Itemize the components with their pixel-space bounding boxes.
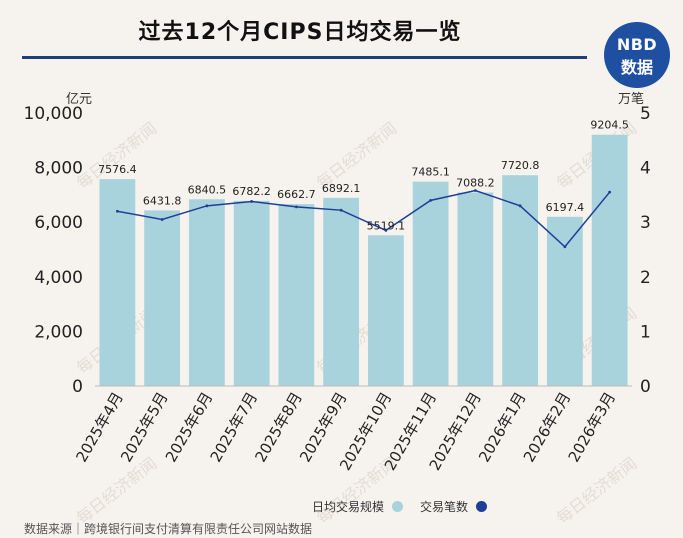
- line-point: [339, 208, 343, 212]
- bar-value-label: 6892.1: [322, 182, 361, 195]
- line-point: [518, 204, 522, 208]
- right-tick-label: 3: [640, 213, 651, 233]
- right-tick-label: 2: [640, 268, 651, 288]
- line-point: [473, 189, 477, 192]
- legend-bar-swatch: [392, 501, 404, 512]
- left-axis-unit: 亿元: [66, 92, 93, 107]
- bar-value-label: 7576.4: [98, 163, 137, 176]
- bar: [278, 204, 315, 386]
- watermark-text: 每日经济新闻: [553, 454, 640, 528]
- legend-line-label: 交易笔数: [420, 500, 469, 514]
- bar: [323, 197, 360, 386]
- right-tick-label: 1: [640, 322, 651, 342]
- left-tick-label: 6,000: [34, 213, 83, 233]
- title-underline: [22, 56, 587, 59]
- left-tick-label: 4,000: [34, 268, 83, 288]
- left-tick-label: 8,000: [34, 159, 83, 179]
- line-point: [205, 204, 209, 208]
- line-series: [115, 189, 612, 249]
- bar-value-label: 7088.2: [456, 176, 495, 189]
- legend-bar-label: 日均交易规模: [312, 500, 385, 514]
- bar-value-label: 7485.1: [411, 166, 450, 179]
- line-point: [115, 209, 119, 213]
- bar: [412, 181, 449, 386]
- right-tick-label: 4: [640, 159, 651, 179]
- bar-value-label: 6197.4: [546, 201, 585, 214]
- logo-line2: 数据: [620, 58, 653, 77]
- bar-value-label: 6431.8: [143, 194, 182, 207]
- line-point: [608, 190, 612, 194]
- line-point: [250, 200, 254, 203]
- legend-line-swatch: [476, 501, 488, 512]
- line-point: [563, 245, 567, 249]
- left-tick-label: 0: [72, 377, 83, 397]
- left-tick-label: 10,000: [24, 104, 83, 124]
- page-title: 过去12个月CIPS日均交易一览: [138, 20, 462, 45]
- bar: [233, 200, 270, 386]
- bar-value-label: 5519.1: [367, 219, 406, 232]
- line-path: [117, 189, 611, 248]
- bar: [367, 235, 404, 386]
- legend-item-line: 交易笔数: [420, 498, 488, 515]
- bar: [591, 134, 628, 386]
- bar-value-label: 9204.5: [590, 119, 629, 132]
- bar: [546, 216, 583, 386]
- right-tick-label: 0: [640, 377, 651, 397]
- right-tick-label: 5: [640, 104, 651, 124]
- line-point: [160, 218, 164, 221]
- nbd-logo: NBD 数据: [604, 22, 670, 88]
- bar-value-label: 6782.2: [232, 185, 271, 198]
- bar-value-label: 6840.5: [188, 183, 227, 196]
- data-labels: 7576.4 6431.8 6840.5 6782.2 6662.7 6892.1 5519…: [98, 119, 629, 233]
- bar-value-label: 7720.8: [501, 159, 540, 172]
- line-point: [429, 198, 433, 202]
- bar-value-label: 6662.7: [277, 188, 316, 201]
- logo-line1: NBD: [616, 35, 658, 54]
- bar: [144, 210, 181, 386]
- bar: [457, 192, 494, 386]
- data-source: 数据来源｜跨境银行间支付清算有限责任公司网站数据: [24, 522, 313, 536]
- bar: [502, 175, 539, 386]
- line-point: [384, 228, 388, 232]
- bar: [188, 199, 225, 386]
- bar-series: [99, 134, 628, 386]
- legend-item-bar: 日均交易规模: [312, 498, 404, 515]
- line-point: [294, 205, 298, 209]
- left-tick-label: 2,000: [34, 322, 83, 342]
- right-axis-unit: 万笔: [618, 92, 645, 107]
